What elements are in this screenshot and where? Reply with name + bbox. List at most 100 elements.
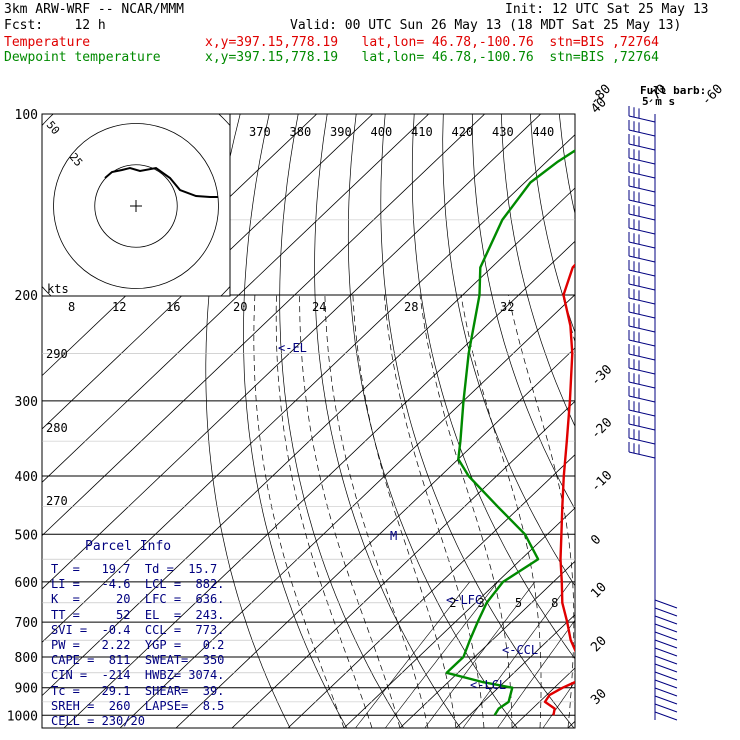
parcel-row: CAPE = 811 SWEAT= 350 xyxy=(51,653,225,668)
wind-barb xyxy=(628,176,656,193)
forecast-hour: Fcst: 12 h xyxy=(4,18,106,33)
dry-adiabat-290 xyxy=(347,114,518,728)
parcel-row: K = 20 LFC = 636. xyxy=(51,592,225,607)
wind-barb xyxy=(628,386,656,403)
hodograph-units-label: kts xyxy=(47,282,69,296)
speed-tick-28: 28 xyxy=(404,300,418,314)
pressure-label-500: 500 xyxy=(15,528,38,543)
theta-label-430: 430 xyxy=(492,125,514,139)
barb-shaft xyxy=(628,115,656,123)
speed-tick-12: 12 xyxy=(112,300,126,314)
isotherm-label-0: 0 xyxy=(588,532,604,548)
isotherm--10 xyxy=(343,507,575,728)
wind-barb xyxy=(628,232,656,249)
barb-shaft xyxy=(628,423,656,431)
barb-shaft xyxy=(628,283,656,291)
moist-adiabat-15 xyxy=(383,294,485,728)
barb-shaft xyxy=(628,325,656,333)
dry-adiabat-260 xyxy=(243,114,348,728)
moist-adiabat--5 xyxy=(275,294,373,728)
parcel-info-box: Parcel Info T = 19.7 Td = 15.7 LI = -4.6 … xyxy=(45,537,230,728)
isotherm--100 xyxy=(42,114,485,537)
barb-shaft xyxy=(628,353,656,361)
wind-barb-low xyxy=(654,615,678,625)
parcel-info-title: Parcel Info xyxy=(85,539,172,554)
dry-adiabat-410 xyxy=(704,114,740,728)
mixing-ratio-label-2: 2 xyxy=(449,596,456,610)
isotherm-0 xyxy=(399,560,575,728)
theta-left-label-270: 270 xyxy=(46,494,68,508)
isotherm--110 xyxy=(42,114,429,483)
dry-adiabat-360 xyxy=(558,114,575,216)
temperature-curve xyxy=(543,263,575,716)
mixing-ratio-label-5: 5 xyxy=(515,596,522,610)
dry-adiabat-380 xyxy=(617,114,740,728)
sounding-curves xyxy=(445,149,575,716)
hodograph-ring-50 xyxy=(53,123,219,289)
dewpoint-location: x,y=397.15,778.19 lat,lon= 46.78,-100.76… xyxy=(205,50,659,65)
wind-barb-low xyxy=(654,599,678,609)
parcel-row: CELL = 230/20 xyxy=(51,714,145,728)
wind-barb xyxy=(628,302,656,319)
theta-label-410: 410 xyxy=(411,125,433,139)
barb-shaft xyxy=(628,409,656,417)
dry-adiabat-270 xyxy=(279,114,404,728)
dewpoint-curve xyxy=(445,149,575,716)
wind-barb xyxy=(628,288,656,305)
theta-label-400: 400 xyxy=(371,125,393,139)
barb-shaft xyxy=(628,381,656,389)
pressure-label-100: 100 xyxy=(15,108,38,123)
isotherm-label--30: -30 xyxy=(588,362,615,389)
wind-barb xyxy=(628,330,656,347)
dry-adiabat-250 xyxy=(205,114,291,728)
moist-adiabat--10 xyxy=(253,294,345,728)
marker-lcl: <-LCL xyxy=(470,678,506,692)
isotherm--60 xyxy=(63,240,575,728)
mixing-ratio-label-3: 3 xyxy=(478,596,485,610)
isotherm--30 xyxy=(231,400,575,728)
isotherm--80 xyxy=(42,134,575,643)
isotherm-label-10: 10 xyxy=(588,580,610,602)
barb-shaft xyxy=(628,213,656,221)
isotherm-10 xyxy=(455,614,575,728)
barb-shaft xyxy=(628,311,656,319)
barb-shaft xyxy=(628,143,656,151)
barb-shaft xyxy=(628,157,656,165)
marker-el: <-EL xyxy=(278,341,307,355)
wind-barb-low xyxy=(654,631,678,641)
full-barb-label: Full barb: xyxy=(640,84,706,97)
speed-tick-16: 16 xyxy=(166,300,180,314)
barb-shaft xyxy=(628,395,656,403)
model-title: 3km ARW-WRF -- NCAR/MMM xyxy=(4,2,185,17)
hodograph-trace xyxy=(104,166,218,198)
wind-barb-low xyxy=(654,711,678,721)
pressure-label-400: 400 xyxy=(15,470,38,485)
isotherm-50 xyxy=(680,114,740,728)
barb-shaft xyxy=(628,437,656,445)
mixing-ratio-8 xyxy=(462,581,571,728)
wind-barb xyxy=(628,120,656,137)
hodograph-rings xyxy=(42,114,230,296)
mixing-ratio-label-20: 20 xyxy=(627,596,641,610)
speed-tick-8: 8 xyxy=(68,300,75,314)
marker-m: M xyxy=(390,529,397,543)
wind-barb xyxy=(628,414,656,431)
wind-barb xyxy=(628,428,656,445)
dry-adiabat-330 xyxy=(471,114,575,510)
wind-barb-low xyxy=(654,687,678,697)
isotherm-label-20: 20 xyxy=(588,634,610,656)
speed-tick-24: 24 xyxy=(312,300,326,314)
parcel-row: LI = -4.6 LCL = 882. xyxy=(51,577,225,592)
moist-adiabat-35 xyxy=(562,294,575,344)
speed-tick-20: 20 xyxy=(233,300,247,314)
mixing-ratio-12 xyxy=(497,619,575,728)
moist-adiabat-0 xyxy=(299,294,401,728)
wind-barb xyxy=(628,274,656,291)
parcel-row: SVI = -0.4 CCL = 773. xyxy=(51,622,225,637)
barb-shaft xyxy=(628,241,656,249)
dry-adiabats xyxy=(205,114,740,728)
wind-barb xyxy=(628,316,656,333)
wind-barb xyxy=(628,372,656,389)
moist-adiabat-30 xyxy=(507,294,575,728)
isotherm--70 xyxy=(42,187,575,697)
